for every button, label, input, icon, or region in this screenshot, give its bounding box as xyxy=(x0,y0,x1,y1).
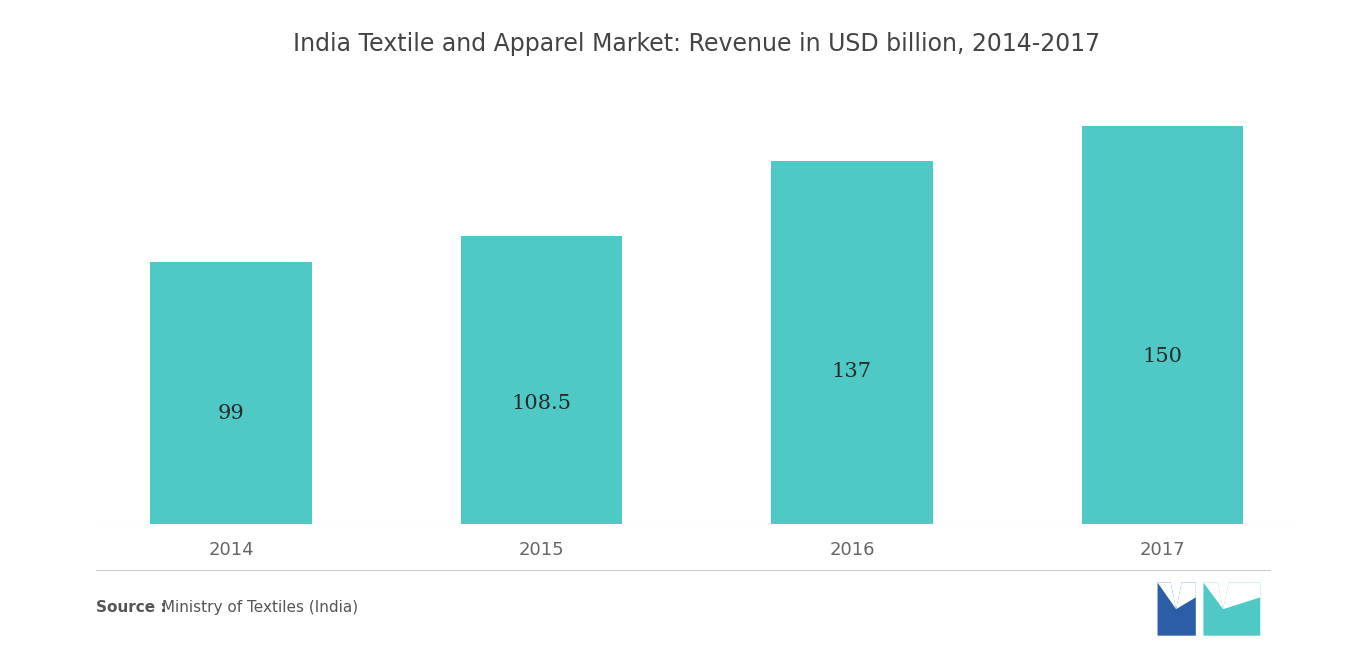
Polygon shape xyxy=(1223,583,1261,609)
Text: 137: 137 xyxy=(832,362,872,381)
Text: 99: 99 xyxy=(217,404,245,423)
Text: Source :: Source : xyxy=(96,601,167,616)
Bar xyxy=(150,261,311,524)
Polygon shape xyxy=(1176,583,1195,609)
Text: 108.5: 108.5 xyxy=(511,394,571,413)
Polygon shape xyxy=(1157,583,1176,609)
Polygon shape xyxy=(1203,583,1223,609)
Text: 150: 150 xyxy=(1142,347,1183,367)
Polygon shape xyxy=(1195,583,1203,635)
Bar xyxy=(1082,126,1243,524)
Text: Ministry of Textiles (India): Ministry of Textiles (India) xyxy=(157,601,358,616)
Bar xyxy=(460,236,622,524)
Polygon shape xyxy=(1203,583,1261,635)
Bar xyxy=(772,160,933,524)
Polygon shape xyxy=(1157,583,1195,635)
Title: India Textile and Apparel Market: Revenue in USD billion, 2014-2017: India Textile and Apparel Market: Revenu… xyxy=(294,32,1100,56)
